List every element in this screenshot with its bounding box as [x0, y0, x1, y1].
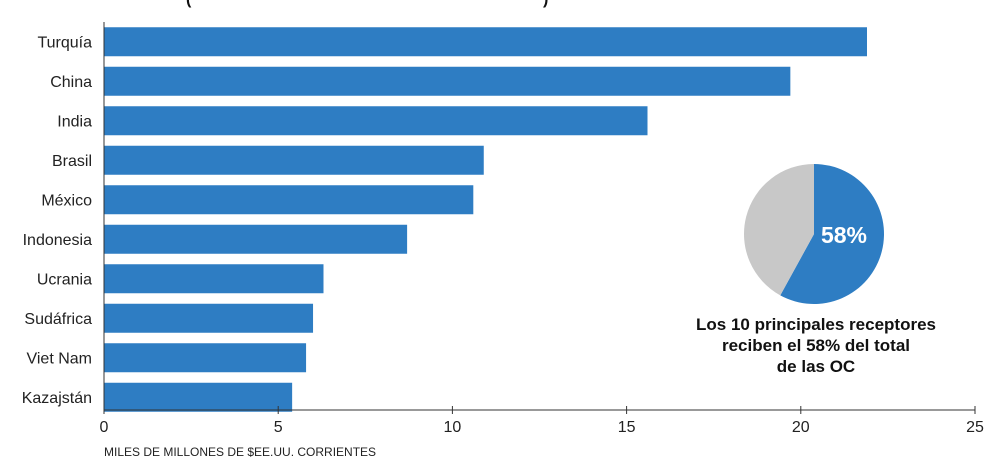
category-label-7: Sudáfrica: [24, 311, 92, 328]
category-label-1: China: [50, 74, 92, 91]
pie-slice-1: [743, 164, 814, 296]
pie-slice-label: 58%: [821, 222, 867, 248]
bar-6: [104, 264, 324, 294]
pie-caption-line-1: Los 10 principales receptores: [696, 315, 936, 334]
bar-5: [104, 224, 408, 254]
x-tick-label-3: 15: [618, 419, 636, 436]
title-fragment-right: ): [543, 0, 548, 8]
x-tick-label-4: 20: [792, 419, 810, 436]
x-tick-label-5: 25: [966, 419, 984, 436]
category-label-5: Indonesia: [23, 232, 92, 249]
pie-chart: 58%: [743, 164, 884, 304]
bar-group: [104, 27, 867, 412]
category-label-2: India: [57, 113, 92, 130]
pie-caption-line-3: de las OC: [776, 357, 856, 376]
category-label-3: Brasil: [52, 153, 92, 170]
pie-slice-0: [780, 164, 884, 304]
x-tick-label-2: 10: [444, 419, 462, 436]
bar-3: [104, 145, 484, 175]
x-axis-label: MILES DE MILLONES DE $EE.UU. CORRIENTES: [104, 445, 376, 459]
pie-caption: Los 10 principales receptores reciben el…: [668, 314, 964, 377]
category-label-0: Turquía: [37, 34, 92, 51]
category-label-4: México: [41, 192, 92, 209]
category-label-9: Kazajstán: [22, 390, 92, 407]
bar-7: [104, 303, 314, 333]
bar-0: [104, 27, 867, 57]
bar-1: [104, 66, 791, 96]
pie-caption-line-2: reciben el 58% del total: [721, 336, 910, 355]
category-label-8: Viet Nam: [26, 350, 92, 367]
category-label-6: Ucrania: [37, 271, 92, 288]
x-tick-label-1: 5: [274, 419, 283, 436]
x-axis: 0 5 10 15 20 25: [100, 22, 984, 436]
category-labels: Turquía China India Brasil México Indonesia Uc…: [22, 34, 92, 407]
bar-4: [104, 185, 474, 215]
bar-2: [104, 106, 648, 136]
title-fragment-left: (: [186, 0, 192, 8]
bar-8: [104, 343, 307, 373]
x-tick-label-0: 0: [100, 419, 109, 436]
bar-9: [104, 382, 293, 412]
